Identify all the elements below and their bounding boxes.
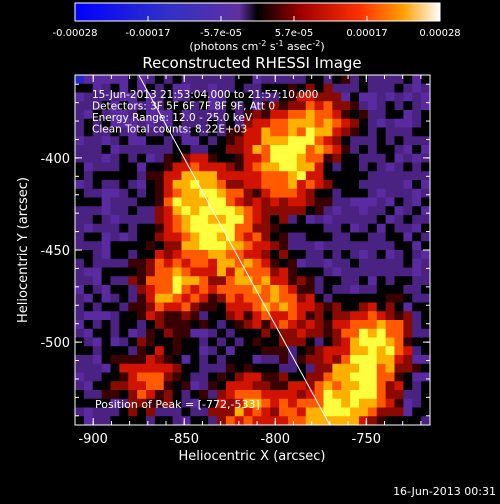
colorbar-tick-label: 5.7e-05 (275, 28, 313, 39)
y-tick-label: -500 (40, 336, 70, 351)
x-tick-label: -850 (169, 432, 199, 447)
colorbar-tick-label: -5.7e-05 (200, 28, 242, 39)
colorbar-tick-label: 0.00017 (346, 28, 387, 39)
annotation-line: Energy Range: 12.0 - 25.0 keV (92, 112, 253, 124)
colorbar-ticks: -0.00028 -0.00017 -5.7e-05 5.7e-05 0.00017 0.… (53, 16, 461, 39)
chart-title: Reconstructed RHESSI Image (142, 54, 361, 72)
x-axis: -900 -850 -800 -750 (74, 75, 422, 447)
annotation-block: 15-Jun-2013 21:53:04.000 to 21:57:10.000… (92, 89, 318, 136)
timestamp: 16-Jun-2013 00:31 (393, 485, 496, 498)
colorbar (74, 2, 441, 22)
heatmap-image (75, 75, 430, 425)
x-tick-label: -900 (78, 432, 108, 447)
x-tick-label: -750 (352, 432, 382, 447)
x-axis-label: Heliocentric X (arcsec) (179, 449, 326, 464)
y-axis: -400 -450 -500 (40, 83, 430, 417)
colorbar-tick-label: -0.00017 (126, 28, 171, 39)
y-tick-label: -400 (40, 152, 70, 167)
annotation-line: 15-Jun-2013 21:53:04.000 to 21:57:10.000 (92, 89, 318, 101)
colorbar-unit-label: (photons cm-2 s-1 asec-2) (189, 39, 324, 53)
colorbar-tick-label: -0.00028 (53, 28, 98, 39)
y-axis-label: Heliocentric Y (arcsec) (16, 177, 31, 323)
peak-position-label: Position of Peak = [-772,-533] (95, 398, 260, 411)
annotation-line: Clean Total counts: 8.22E+03 (92, 124, 247, 136)
x-tick-label: -800 (260, 432, 290, 447)
colorbar-tick-label: 0.00028 (419, 28, 460, 39)
solar-limb-line (138, 75, 331, 425)
annotation-line: Detectors: 3F 5F 6F 7F 8F 9F, Att 0 (92, 101, 275, 113)
y-tick-label: -450 (40, 244, 70, 259)
